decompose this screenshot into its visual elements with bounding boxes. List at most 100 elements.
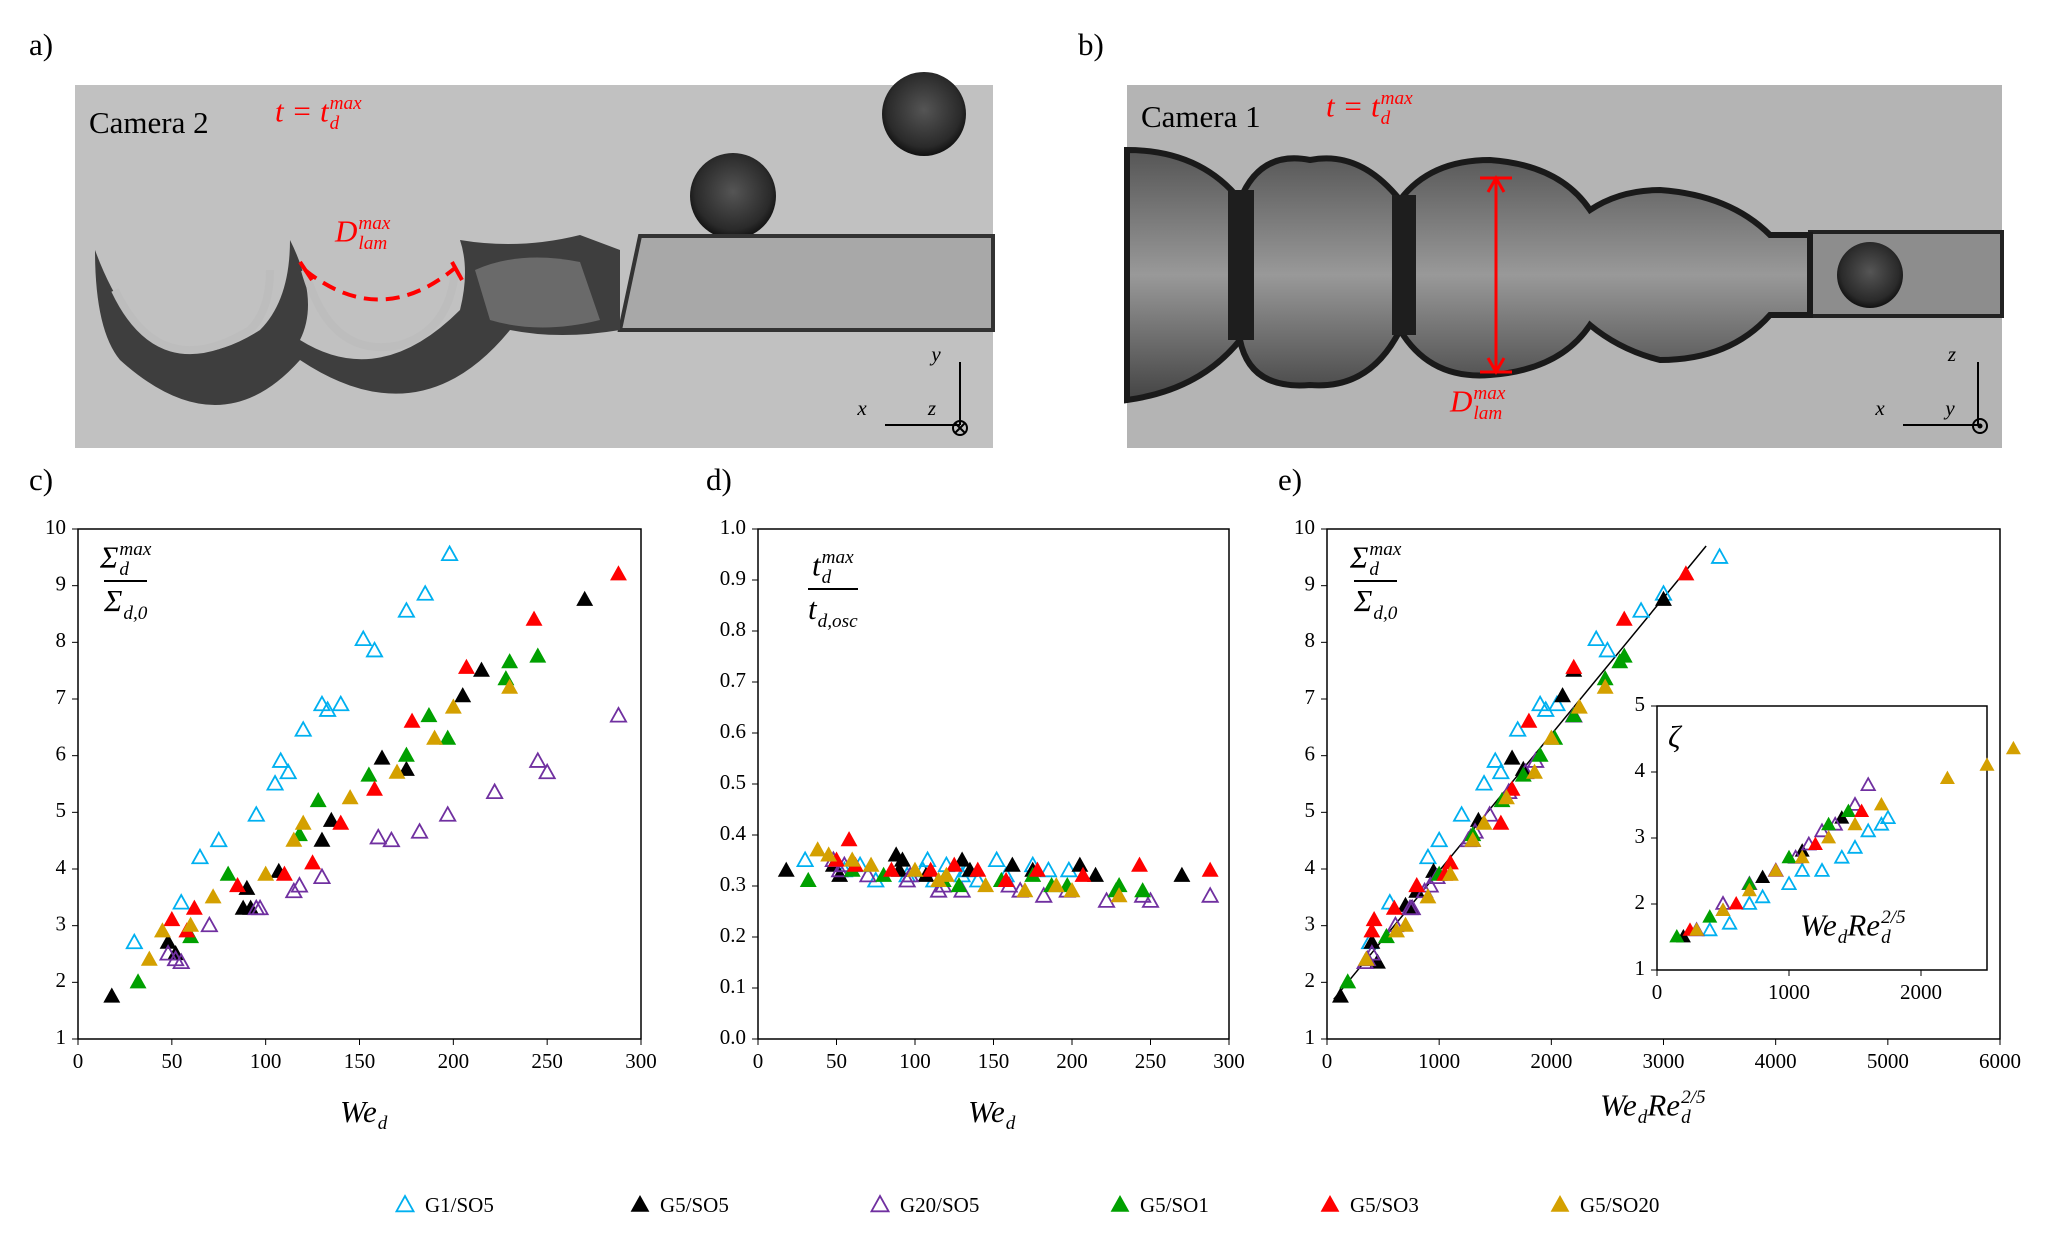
data-point	[858, 865, 878, 883]
data-point	[265, 774, 285, 791]
y-tick-label: 1.0	[720, 515, 746, 539]
numerator: t max d	[812, 547, 854, 588]
label-sub: d	[377, 1113, 388, 1135]
axis-letter: x	[1874, 396, 1885, 420]
data-point	[1536, 700, 1555, 717]
label-gap	[818, 593, 858, 612]
y-tick-label: 5	[1305, 798, 1316, 822]
data-point	[945, 856, 963, 872]
label-base: t	[812, 547, 821, 583]
data-point	[304, 854, 322, 870]
y-tick-label: 0.1	[720, 974, 746, 998]
y-tick-label: 0.8	[720, 617, 746, 641]
y-tick-label: 4	[1635, 758, 1646, 782]
label-sub: d	[1369, 559, 1380, 581]
time-label: t = t max d	[1326, 88, 1413, 129]
label-sub: d	[1637, 1106, 1648, 1128]
legend-marker	[394, 1194, 416, 1213]
y-tick-label: 9	[56, 571, 67, 595]
data-point	[1631, 601, 1651, 618]
x-tick-label: 300	[1213, 1049, 1245, 1073]
data-point	[840, 831, 858, 847]
data-point	[929, 881, 948, 898]
data-point	[444, 698, 462, 714]
data-point	[809, 841, 827, 857]
data-point	[528, 751, 547, 768]
data-point	[1554, 687, 1572, 703]
data-point	[1565, 706, 1583, 723]
y-tick-label: 6	[56, 741, 67, 765]
label-base: t = t	[1326, 88, 1380, 124]
y-tick-label: 0.0	[720, 1025, 746, 1049]
data-point	[140, 950, 158, 966]
data-point	[831, 866, 849, 882]
data-point	[977, 876, 995, 893]
y-tick-label: 0.2	[720, 923, 746, 947]
legend-marker	[1550, 1194, 1570, 1212]
x-tick-label: 5000	[1867, 1049, 1909, 1073]
label-gap	[1638, 1088, 1648, 1107]
y-tick-label: 10	[45, 515, 66, 539]
label-scripts: max d	[119, 539, 151, 580]
data-point	[1131, 856, 1148, 872]
x-tick-label: 150	[344, 1049, 376, 1073]
data-point	[366, 780, 383, 796]
x-tick-label: 200	[438, 1049, 470, 1073]
data-point	[1029, 861, 1046, 877]
data-point	[313, 831, 331, 847]
label-base: t	[808, 591, 817, 627]
panel-label: e)	[1278, 462, 1303, 497]
label-sub: lam	[358, 233, 388, 255]
data-point	[501, 653, 519, 669]
label-gap	[123, 585, 147, 604]
data-point	[294, 720, 313, 737]
panel-label: a)	[29, 27, 54, 62]
data-point	[125, 932, 144, 950]
data-point	[906, 861, 924, 877]
data-point	[1097, 891, 1116, 908]
data-point	[843, 851, 861, 867]
data-point	[1860, 822, 1877, 838]
data-point	[153, 922, 171, 938]
data-point	[1071, 856, 1089, 872]
label-scripts: max d	[822, 547, 854, 588]
data-point	[529, 647, 547, 663]
data-point	[204, 888, 222, 904]
data-point	[1339, 973, 1357, 989]
data-point	[163, 910, 181, 927]
data-point	[1860, 776, 1877, 791]
data-point	[987, 850, 1006, 867]
label-scripts: max lam	[1473, 383, 1506, 424]
data-point	[1721, 914, 1738, 930]
data-point	[1508, 720, 1527, 737]
label-scripts: 2/5 d	[1881, 907, 1906, 948]
data-point	[538, 762, 557, 780]
data-point	[275, 865, 293, 881]
data-point	[1728, 895, 1744, 910]
data-point	[777, 861, 795, 877]
data-point	[1365, 910, 1383, 927]
data-point	[1715, 902, 1731, 916]
y-axis-label: t max d t d,osc	[808, 547, 858, 632]
label-scripts: max d	[330, 93, 362, 134]
data-point	[1768, 862, 1784, 877]
y-tick-label: 4	[1305, 855, 1316, 879]
data-point	[997, 871, 1015, 887]
y-tick-label: 5	[56, 798, 67, 822]
data-point	[360, 766, 378, 782]
label-scripts: d,0	[1373, 585, 1397, 624]
data-point	[410, 822, 429, 839]
label-scripts: d,0	[123, 585, 147, 624]
data-point	[1565, 658, 1583, 674]
data-point	[438, 805, 457, 822]
data-point	[1016, 882, 1034, 898]
label-sub: d,osc	[817, 610, 858, 632]
label-sup: max	[1473, 383, 1506, 404]
x-tick-label: 6000	[1979, 1049, 2021, 1073]
label-scripts: 2/5 d	[1681, 1087, 1706, 1128]
x-axis-label: We d Re 2/5 d	[1600, 1087, 1706, 1128]
data-point	[439, 729, 457, 745]
data-point	[1847, 816, 1863, 831]
data-point	[1430, 830, 1449, 848]
